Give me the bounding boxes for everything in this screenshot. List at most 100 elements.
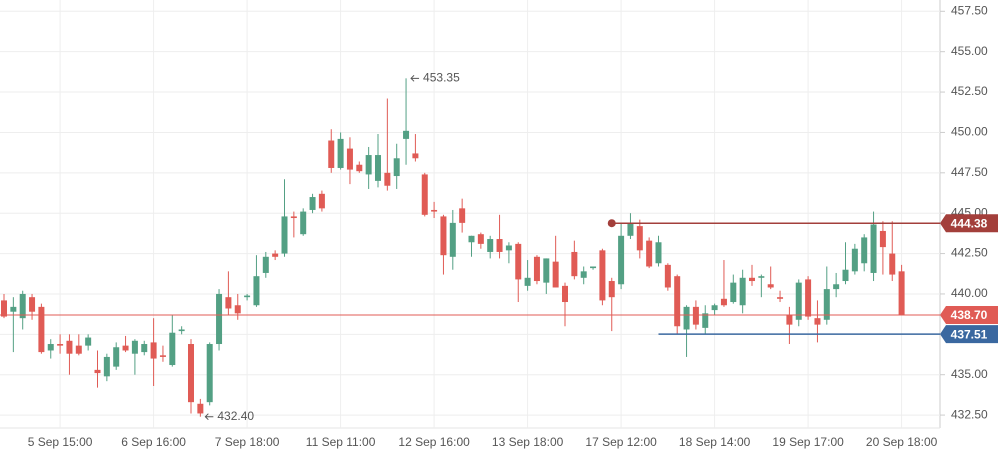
candle-body (842, 269, 849, 282)
candle-body (664, 264, 671, 288)
y-tick-label: 442.50 (951, 246, 988, 260)
candle-body (636, 226, 643, 251)
candle-body (749, 277, 755, 282)
candle-body (309, 197, 316, 210)
candle-body (496, 239, 503, 252)
candle-body (730, 282, 737, 303)
candle-body (786, 314, 793, 325)
candle-body (169, 332, 176, 366)
x-tick-label: 13 Sep 18:00 (492, 435, 564, 449)
candle-body (440, 216, 447, 256)
candle-body (468, 235, 475, 243)
candle-body (365, 155, 372, 175)
y-tick-label: 447.50 (951, 165, 988, 179)
candle-body (159, 355, 166, 357)
x-tick-label: 18 Sep 14:00 (679, 435, 751, 449)
candle-body (692, 306, 699, 325)
annotation-label: 453.35 (423, 71, 460, 85)
candle-body (216, 293, 223, 345)
candle-body (57, 344, 64, 346)
candle-body (253, 276, 260, 306)
candle-body (225, 297, 232, 309)
candle-body (870, 224, 877, 273)
candle-body (375, 155, 381, 181)
candle-body (38, 306, 45, 353)
candle-body (393, 158, 400, 177)
y-tick-label: 457.50 (951, 3, 988, 17)
candle-body (103, 356, 110, 377)
candle-body (739, 277, 746, 306)
annotation-arrow (410, 74, 420, 82)
candle-body (66, 340, 73, 354)
candle-body (1, 300, 7, 317)
candle-body (459, 208, 466, 223)
y-tick-label: 435.00 (951, 367, 988, 381)
candle-body (655, 242, 662, 264)
x-tick-label: 17 Sep 12:00 (585, 435, 657, 449)
candle-body (94, 369, 101, 374)
candle-body (337, 138, 344, 168)
candle-body (328, 140, 335, 168)
annotation-label: 432.40 (217, 409, 254, 423)
candle-body (234, 305, 241, 314)
y-tick-label: 452.50 (951, 84, 988, 98)
candle-body (683, 306, 690, 330)
candle-body (141, 344, 148, 353)
candle-body (150, 342, 157, 359)
candle-body (346, 148, 353, 170)
candle-body (75, 345, 82, 354)
candle-body (113, 347, 120, 367)
candle-body (197, 403, 204, 414)
candle-body (272, 253, 279, 257)
candle-body (590, 266, 597, 269)
price-badge-label: 438.70 (951, 308, 988, 322)
candle-body (879, 230, 886, 248)
y-tick-label: 440.00 (951, 286, 988, 300)
y-tick-label: 455.00 (951, 44, 988, 58)
price-badge-label: 437.51 (951, 327, 988, 341)
price-badge (940, 305, 998, 324)
x-tick-label: 20 Sep 18:00 (866, 435, 938, 449)
candle-body (767, 284, 774, 288)
candle-body (805, 279, 812, 317)
candle-body (281, 216, 288, 254)
candle-body (47, 344, 54, 351)
candle-body (758, 276, 765, 278)
x-tick-label: 5 Sep 15:00 (28, 435, 93, 449)
candle-body (412, 153, 419, 159)
candle-body (206, 344, 213, 403)
x-tick-label: 11 Sep 11:00 (306, 435, 376, 449)
candle-body (85, 337, 92, 346)
candle-body (571, 251, 578, 277)
candle-body (10, 306, 17, 312)
candle-body (533, 256, 540, 282)
candle-body (449, 222, 456, 257)
candle-body (19, 293, 26, 319)
price-badge (940, 214, 998, 233)
candle-body (318, 193, 325, 209)
x-tick-label: 6 Sep 16:00 (121, 435, 186, 449)
candle-body (889, 253, 896, 275)
candle-body (851, 248, 858, 272)
candle-body (562, 285, 568, 303)
candle-body (627, 222, 634, 236)
annotation-arrow (204, 413, 214, 421)
candle-body (131, 340, 138, 354)
candle-body (515, 243, 522, 280)
candle-body (262, 256, 269, 273)
price-badge-label: 444.38 (951, 216, 988, 230)
candle-body (552, 261, 559, 288)
candle-body (543, 258, 550, 283)
candle-body (524, 277, 531, 286)
level-anchor (607, 219, 616, 228)
candle-body (403, 130, 410, 139)
price-badge (940, 325, 998, 344)
candle-body (290, 216, 297, 219)
candle-body (384, 172, 391, 186)
candle-body (711, 305, 718, 311)
candle-body (608, 281, 615, 298)
candle-body (244, 295, 251, 298)
candle-body (487, 239, 494, 252)
candle-body (720, 298, 727, 306)
